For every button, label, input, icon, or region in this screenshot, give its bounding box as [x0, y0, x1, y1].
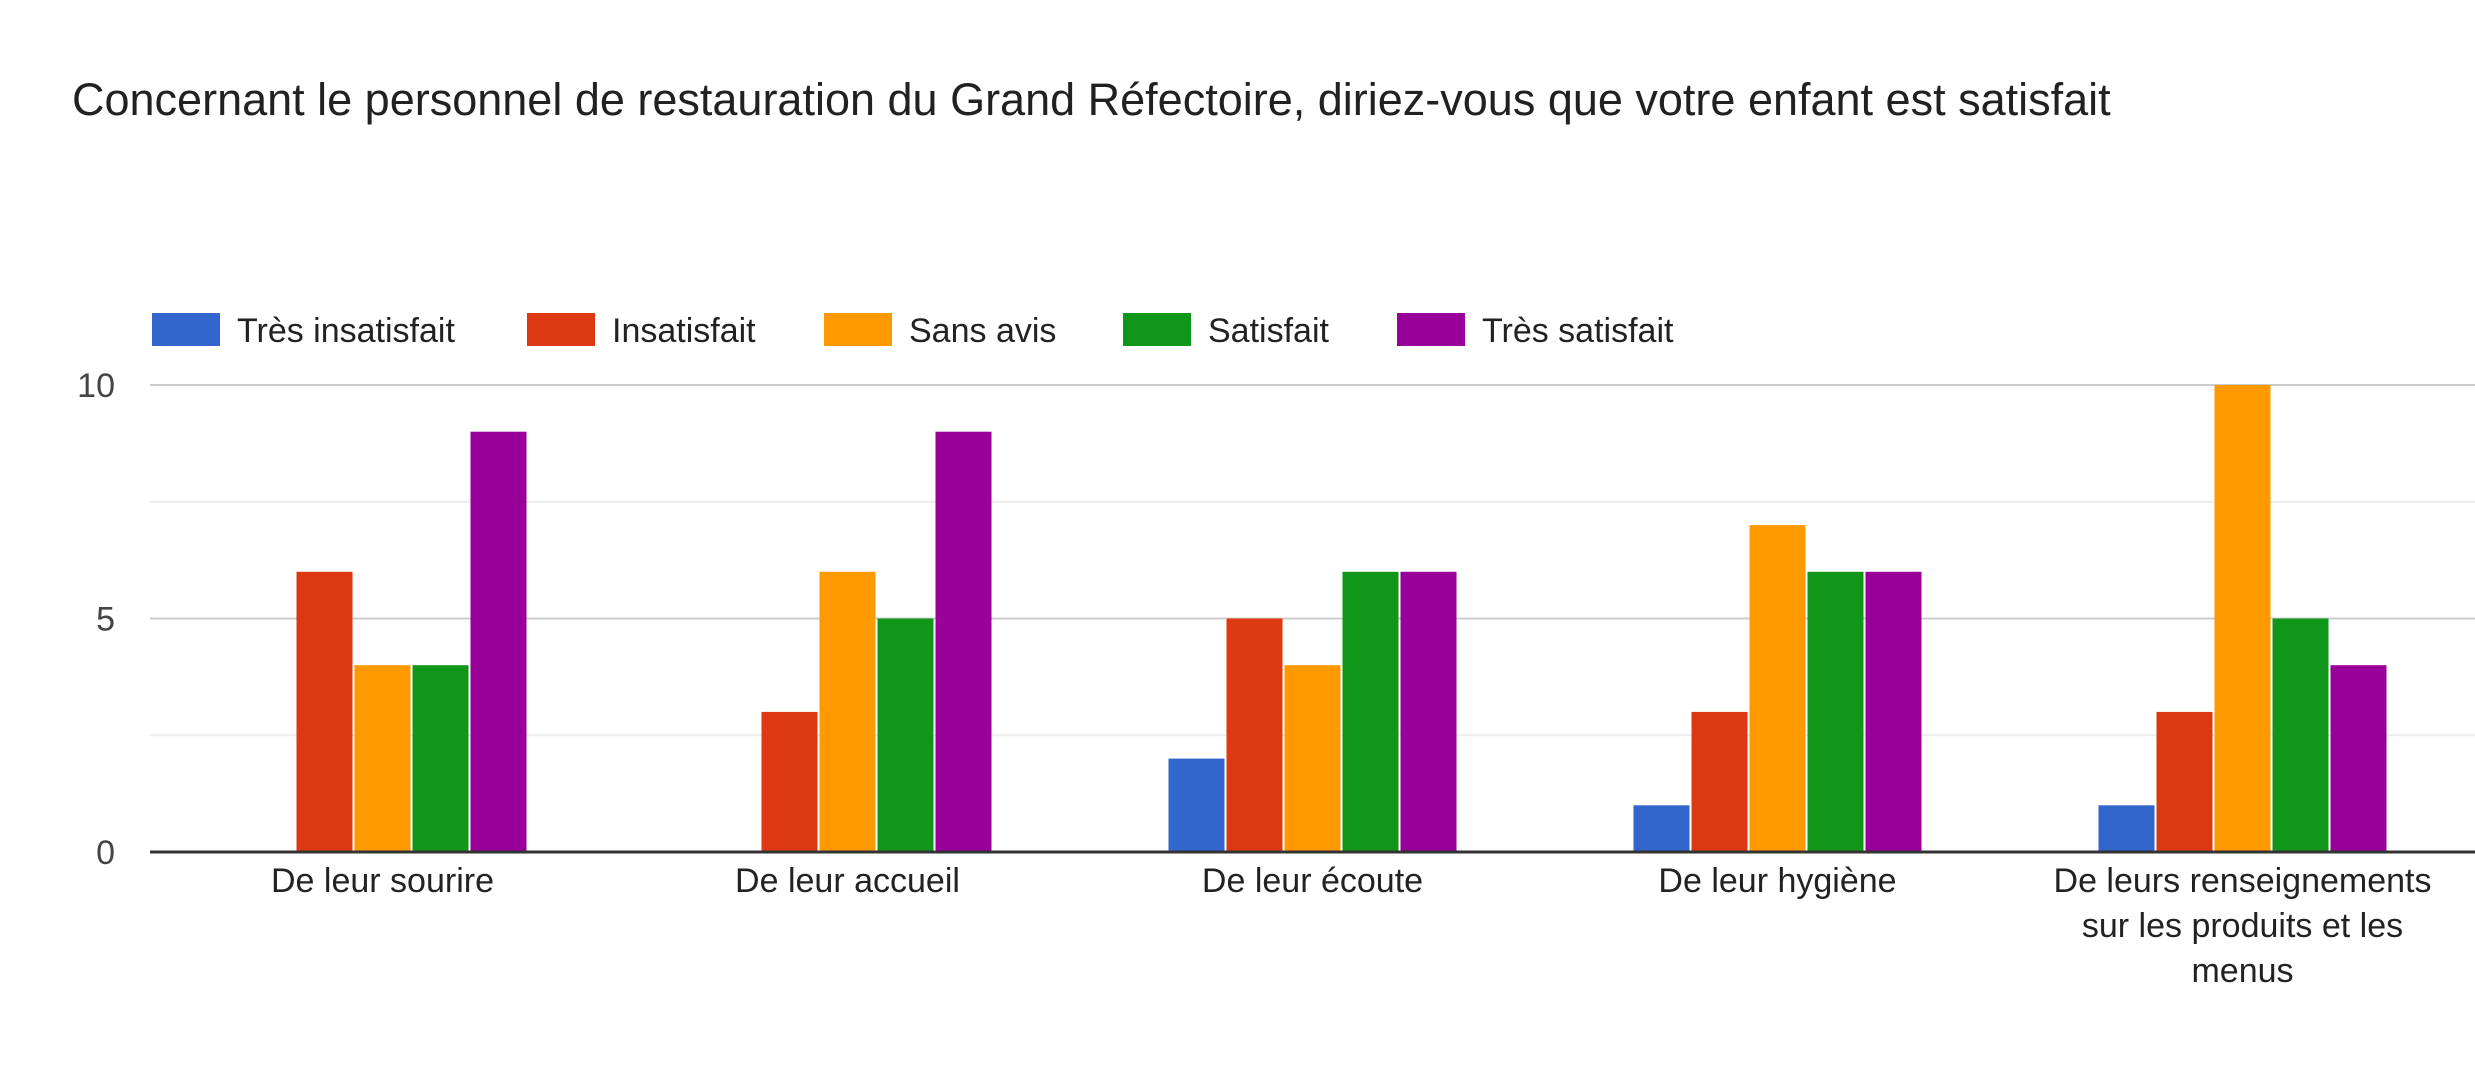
legend-swatch — [527, 313, 595, 346]
legend-item: Très insatisfait — [152, 312, 455, 350]
bar — [1400, 571, 1457, 852]
bar — [1284, 665, 1341, 852]
legend-label: Très satisfait — [1482, 312, 1674, 350]
gridlines — [150, 384, 2475, 737]
legend: Très insatisfait Insatisfait Sans avis Sati… — [152, 312, 1674, 350]
x-tick-label: De leurs renseignements sur les produits … — [2054, 862, 2432, 990]
legend-label: Sans avis — [909, 312, 1056, 350]
x-tick-label: De leur hygiène — [1658, 862, 1896, 900]
legend-item: Très satisfait — [1397, 312, 1674, 350]
legend-item: Sans avis — [824, 312, 1056, 350]
bar — [1865, 571, 1922, 852]
axes: 0 5 10 De leur sourire De leur accueil De leu… — [77, 367, 2475, 990]
bar — [2098, 805, 2155, 852]
x-tick-label: De leur accueil — [735, 862, 960, 900]
legend-item: Satisfait — [1123, 312, 1329, 350]
bar — [470, 431, 527, 852]
bar — [1691, 711, 1748, 852]
bar — [2214, 385, 2271, 852]
x-tick-label: De leur sourire — [271, 862, 494, 900]
legend-swatch — [1397, 313, 1465, 346]
legend-swatch — [824, 313, 892, 346]
legend-label: Très insatisfait — [237, 312, 455, 350]
legend-item: Insatisfait — [527, 312, 756, 350]
y-tick-label: 10 — [77, 367, 115, 405]
bar — [296, 571, 353, 852]
legend-label: Satisfait — [1208, 312, 1329, 350]
legend-label: Insatisfait — [612, 312, 756, 350]
chart-title: Concernant le personnel de restauration … — [72, 74, 2111, 125]
legend-swatch — [152, 313, 220, 346]
bar — [1807, 571, 1864, 852]
bar — [2330, 665, 2387, 852]
bar — [819, 571, 876, 852]
bar — [354, 665, 411, 852]
bar — [1749, 525, 1806, 852]
y-tick-label: 0 — [96, 834, 115, 872]
bar — [2272, 618, 2329, 852]
bar — [1168, 758, 1225, 852]
bar — [761, 711, 818, 852]
bar — [1226, 618, 1283, 852]
bar — [1342, 571, 1399, 852]
bar — [1633, 805, 1690, 852]
legend-swatch — [1123, 313, 1191, 346]
bar — [2156, 711, 2213, 852]
bar — [877, 618, 934, 852]
x-tick-label: De leur écoute — [1202, 862, 1423, 900]
bar — [935, 431, 992, 852]
bar — [412, 665, 469, 852]
y-tick-label: 5 — [96, 601, 115, 639]
bars — [296, 385, 2387, 852]
